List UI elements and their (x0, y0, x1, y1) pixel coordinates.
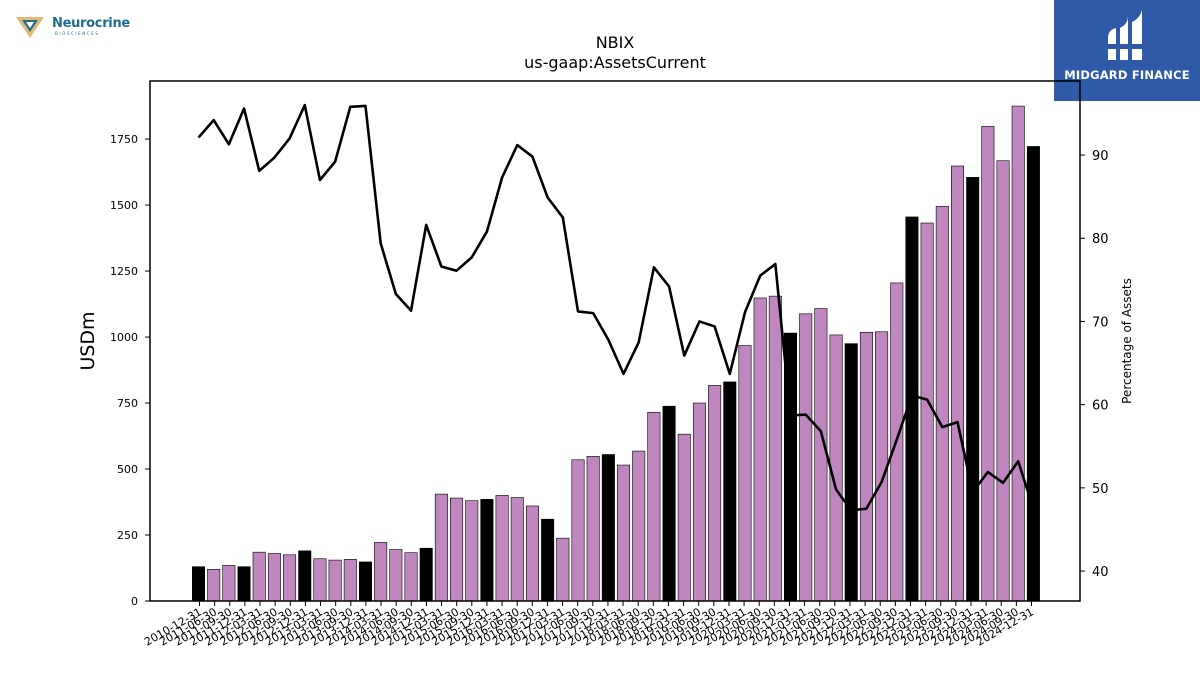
chart-title: NBIX (596, 33, 635, 52)
y2-tick-label: 50 (1092, 482, 1109, 497)
left-axis: 0 250 500 750 1000 1250 1500 1750 (110, 133, 150, 608)
bar (601, 454, 615, 602)
midgard-mark-icon (1104, 10, 1146, 60)
bar (1026, 146, 1040, 602)
y-axis-label: USDm (77, 311, 99, 370)
y-tick-label: 1250 (110, 265, 138, 278)
bar (313, 558, 327, 602)
y2-tick-label: 70 (1092, 315, 1109, 330)
y2-axis-label: Percentage of Assets (1120, 278, 1134, 404)
bar (935, 206, 949, 602)
y2-tick-label: 40 (1092, 565, 1109, 580)
bar (434, 493, 448, 602)
neurocrine-logo-text: Neurocrine (52, 16, 130, 31)
bar (510, 497, 524, 602)
bar (556, 537, 570, 602)
y-tick-label: 1000 (110, 331, 138, 344)
bar (692, 402, 706, 602)
bar (662, 405, 676, 602)
bar (617, 464, 631, 602)
bar (328, 559, 342, 602)
bar (207, 569, 221, 602)
bar (450, 497, 464, 602)
y-tick-label: 500 (117, 463, 138, 476)
bar (525, 505, 539, 602)
bar (495, 495, 509, 602)
y2-tick-label: 80 (1092, 232, 1109, 247)
bar (586, 456, 600, 602)
bar (252, 551, 266, 602)
bar (768, 295, 782, 602)
percentage-line (197, 103, 1035, 512)
bar (844, 343, 858, 602)
right-axis: 40 50 60 70 80 90 (1080, 149, 1109, 580)
y-tick-label: 0 (131, 595, 138, 608)
y2-tick-label: 60 (1092, 399, 1109, 414)
bar (237, 566, 251, 602)
bar (298, 550, 312, 602)
bar (343, 558, 357, 602)
bar (192, 566, 206, 602)
bar (647, 411, 661, 602)
chart-subtitle: us-gaap:AssetsCurrent (524, 53, 706, 72)
y-tick-label: 1750 (110, 133, 138, 146)
bar (541, 518, 555, 602)
neurocrine-mark-icon (16, 17, 44, 38)
bar (966, 177, 980, 602)
plot-frame (149, 80, 1081, 602)
midgard-finance-logo: MIDGARD FINANCE (1054, 0, 1200, 101)
bar (389, 549, 403, 602)
bar (404, 552, 418, 602)
bar (465, 500, 479, 602)
y-tick-label: 750 (117, 397, 138, 410)
bar (480, 499, 494, 602)
neurocrine-logo-subtext: BIOSCIENCES (55, 31, 100, 36)
x-axis: 2010-12-312011-06-302011-09-302011-12-31… (142, 601, 1036, 649)
bar (222, 565, 236, 602)
bar (358, 561, 372, 602)
bar (571, 459, 585, 602)
bar (723, 381, 737, 602)
bar (283, 554, 297, 602)
bar (981, 126, 995, 602)
neurocrine-logo: Neurocrine BIOSCIENCES (14, 12, 144, 42)
y-tick-label: 1500 (110, 199, 138, 212)
bar (799, 313, 813, 602)
bar (859, 331, 873, 602)
bar (708, 385, 722, 602)
bar (814, 308, 828, 602)
midgard-logo-text: MIDGARD FINANCE (1064, 68, 1190, 82)
y-tick-label: 250 (117, 529, 138, 542)
bar (374, 542, 388, 602)
bar (632, 450, 646, 602)
bar (267, 553, 281, 602)
bar (950, 165, 964, 602)
bar (920, 222, 934, 602)
bar (677, 433, 691, 602)
y2-tick-label: 90 (1092, 149, 1109, 164)
bar (738, 345, 752, 602)
line-layer (197, 103, 1035, 512)
bar (996, 160, 1010, 602)
bar (419, 547, 433, 602)
bar (753, 297, 767, 602)
bar (1011, 105, 1025, 602)
